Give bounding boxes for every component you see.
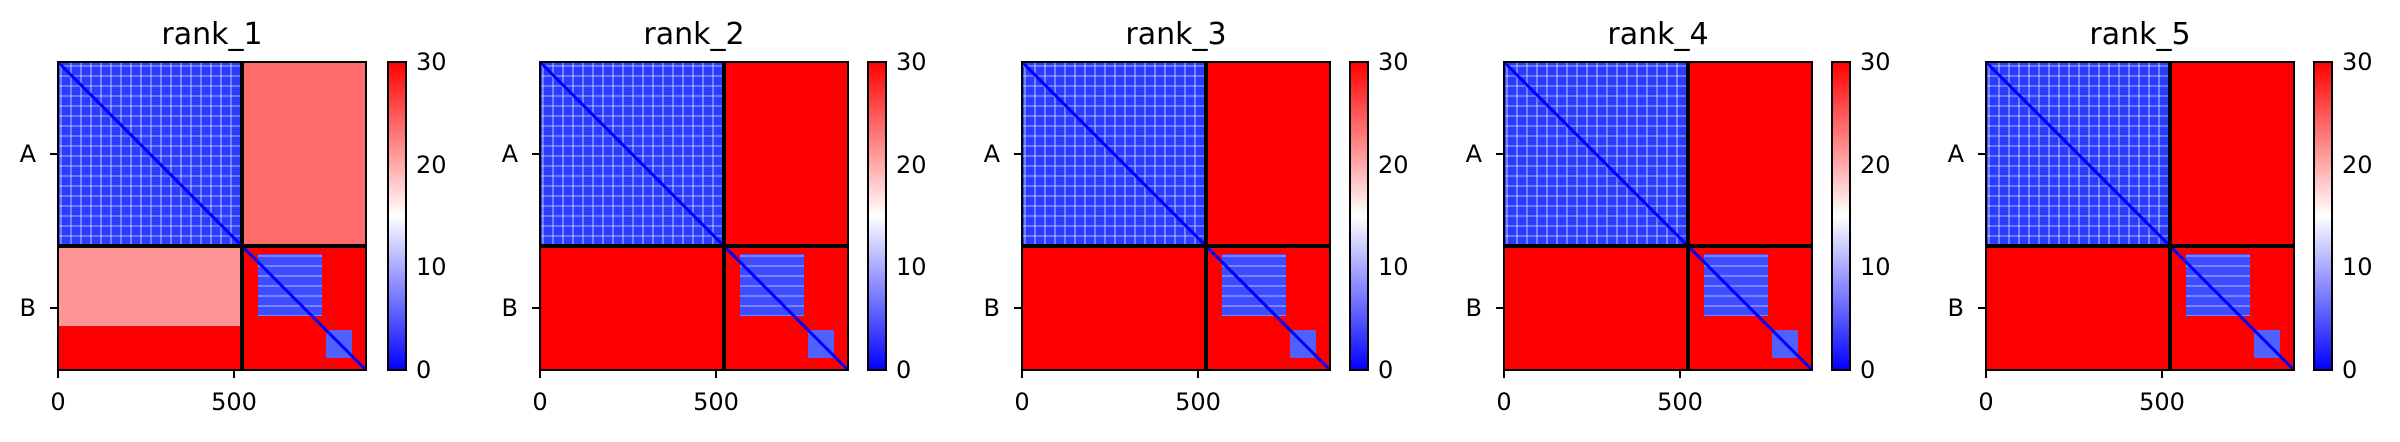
x-tick-label: 500 [211,388,257,416]
x-tick-label: 500 [693,388,739,416]
panel-title: rank_1 [161,17,262,52]
panel-title: rank_2 [643,17,744,52]
heatmap [538,60,850,372]
colorbar-tick: 30 [1860,48,1891,76]
colorbar-tick: 30 [2342,48,2373,76]
colorbar-tick: 30 [416,48,447,76]
x-tick-label: 500 [1657,388,1703,416]
x-tick-label: 0 [1496,388,1511,416]
heatmap [1984,60,2296,372]
colorbar: 30 20 10 0 [2313,48,2373,384]
colorbar-tick: 30 [896,48,927,76]
chain-label: B [1466,294,1482,322]
chain-label: A [984,140,1001,168]
colorbar: 30 20 10 0 [1831,48,1891,384]
x-tick-label: 500 [1175,388,1221,416]
chain-label: A [1948,140,1965,168]
colorbar: 30 20 10 0 [1349,48,1409,384]
panel-title: rank_3 [1125,17,1226,52]
heatmap [1502,60,1814,372]
colorbar: 30 20 10 0 [867,48,927,384]
heatmap [1020,60,1332,372]
panel-title: rank_4 [1607,17,1708,52]
colorbar-tick: 20 [1860,151,1891,179]
colorbar-tick: 20 [416,151,447,179]
colorbar-tick: 20 [1378,151,1409,179]
panel-title: rank_5 [2089,17,2190,52]
colorbar-tick: 0 [416,356,431,384]
chain-label: A [20,140,37,168]
colorbar-tick: 10 [896,253,927,281]
panel-rank-5: rank_5 0 500 A B 30 20 10 0 [1948,17,2373,416]
x-tick-label: 0 [1978,388,1993,416]
colorbar-tick: 30 [1378,48,1409,76]
chain-label: A [1466,140,1483,168]
panel-rank-1: rank_1 0 500 A B 30 20 10 [20,17,447,416]
chain-label: B [984,294,1000,322]
chain-label: B [502,294,518,322]
panel-rank-4: rank_4 0 500 A B 30 20 10 0 [1466,17,1891,416]
colorbar-tick: 10 [2342,253,2373,281]
panel-rank-2: rank_2 0 500 A B 30 20 10 0 [502,17,927,416]
colorbar-tick: 0 [2342,356,2357,384]
colorbar-tick: 10 [1860,253,1891,281]
chain-label: B [20,294,36,322]
x-tick-label: 500 [2139,388,2185,416]
chain-label: A [502,140,519,168]
x-tick-label: 0 [532,388,547,416]
colorbar-tick: 0 [1378,356,1393,384]
colorbar-tick: 10 [416,253,447,281]
chain-label: B [1948,294,1964,322]
colorbar-tick: 0 [1860,356,1875,384]
colorbar-tick: 0 [896,356,911,384]
colorbar-tick: 20 [2342,151,2373,179]
colorbar: 30 20 10 0 [387,48,447,384]
heatmap [56,60,368,372]
x-tick-label: 0 [50,388,65,416]
x-tick-label: 0 [1014,388,1029,416]
panel-rank-3: rank_3 0 500 A B 30 20 10 0 [984,17,1409,416]
colorbar-tick: 10 [1378,253,1409,281]
colorbar-tick: 20 [896,151,927,179]
